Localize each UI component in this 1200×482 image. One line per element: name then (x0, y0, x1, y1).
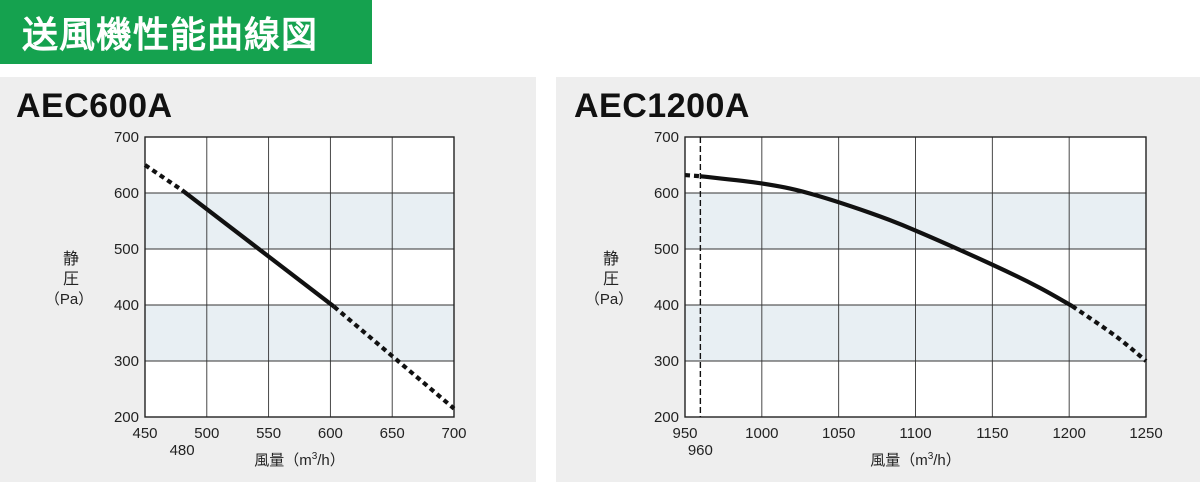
y-axis-label-unit: （Pa） (45, 291, 93, 308)
plot-border (144, 136, 455, 418)
shaded-band (145, 193, 454, 249)
chart-aec1200a: 200 300 400 500 600 700 950 1000 1050 1100 1150 120… (585, 129, 1163, 469)
x-tick-label: 550 (256, 425, 281, 442)
x-extra-tick-label: 960 (688, 442, 713, 459)
plot-border (684, 136, 1147, 418)
y-tick-label: 200 (114, 409, 139, 426)
y-axis-label: 圧 (63, 271, 79, 288)
chart-panel-aec600a: AEC600A 200 300 400 500 600 700 450 500 550 600 65… (0, 77, 536, 482)
y-tick-label: 200 (654, 409, 679, 426)
series-line-dashed (143, 163, 184, 192)
y-axis-label: 圧 (603, 271, 619, 288)
x-tick-label: 650 (380, 425, 405, 442)
series-line-solid (180, 188, 336, 309)
series-line-dashed (684, 172, 701, 179)
page-title: 送風機性能曲線図 (0, 0, 372, 64)
x-tick-label: 1050 (822, 425, 855, 442)
x-tick-label: 450 (132, 425, 157, 442)
x-tick-label: 950 (672, 425, 697, 442)
y-tick-label: 500 (114, 241, 139, 258)
x-tick-label: 1150 (976, 425, 1008, 442)
chart-title: AEC600A (16, 87, 173, 125)
x-extra-tick-label: 480 (170, 442, 195, 459)
y-tick-label: 600 (654, 185, 679, 202)
x-tick-label: 1100 (899, 425, 931, 442)
y-tick-label: 700 (114, 129, 139, 146)
y-tick-label: 300 (114, 353, 139, 370)
series-line-solid (700, 174, 1074, 308)
x-tick-label: 1000 (745, 425, 778, 442)
series-line-dashed (1071, 304, 1148, 363)
chart-title: AEC1200A (574, 87, 750, 125)
y-axis-label: 静 (603, 250, 619, 268)
chart-aec600a: 200 300 400 500 600 700 450 500 550 600 650 700 480 静… (45, 129, 467, 469)
x-axis-label: 風量（m3/h） (254, 451, 345, 469)
y-tick-label: 400 (654, 297, 679, 314)
y-tick-label: 300 (654, 353, 679, 370)
x-tick-label: 1250 (1129, 425, 1162, 442)
x-tick-label: 700 (441, 425, 466, 442)
shaded-band (145, 305, 454, 361)
y-tick-label: 600 (114, 185, 139, 202)
x-tick-label: 1200 (1052, 425, 1085, 442)
y-axis-label-unit: （Pa） (585, 291, 633, 308)
x-tick-label: 600 (318, 425, 343, 442)
chart-panel-aec1200a: AEC1200A 200 300 400 500 600 700 950 1000 1050 11… (556, 77, 1200, 482)
x-axis-label: 風量（m3/h） (870, 451, 961, 469)
y-tick-label: 500 (654, 241, 679, 258)
y-tick-label: 700 (654, 129, 679, 146)
y-tick-label: 400 (114, 297, 139, 314)
y-axis-label: 静 (63, 250, 79, 268)
plot-area (145, 137, 454, 417)
x-tick-label: 500 (194, 425, 219, 442)
